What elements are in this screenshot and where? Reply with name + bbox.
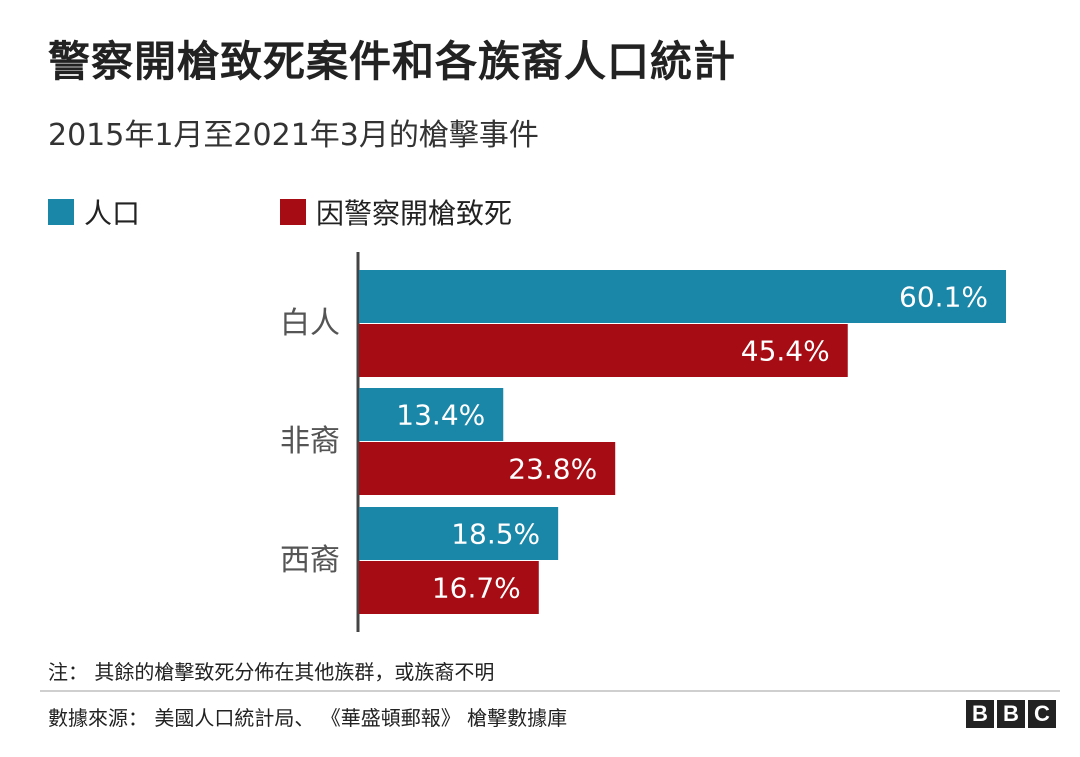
bar-population — [359, 270, 1006, 323]
footer-divider — [40, 690, 1060, 692]
source-text: 數據來源： 美國人口統計局、 《華盛頓郵報》 槍擊數據庫 — [48, 706, 568, 730]
bbc-logo-letter: B — [997, 700, 1025, 728]
data-label: 13.4% — [396, 399, 485, 432]
bar-police-deaths — [359, 324, 848, 377]
footnote: 注： 其餘的槍擊致死分佈在其他族群，或族裔不明 — [48, 660, 495, 684]
legend-swatch-population — [48, 199, 74, 225]
data-label: 23.8% — [508, 453, 597, 486]
bbc-logo-letter: C — [1028, 700, 1056, 728]
bar-population — [359, 388, 504, 441]
bar-population — [359, 507, 559, 560]
legend-item-population: 人口 — [48, 195, 141, 230]
bar-police-deaths — [359, 561, 539, 614]
data-label: 45.4% — [741, 335, 830, 368]
legend-item-police-deaths: 因警察開槍致死 — [280, 195, 513, 230]
bbc-logo: B B C — [966, 700, 1056, 728]
bar-chart: 白人 60.1% 45.4% 非裔 13.4% 23.8% 西裔 18.5% 16.7% — [280, 252, 1006, 632]
category-label: 白人 — [280, 306, 340, 341]
data-label: 16.7% — [432, 572, 521, 605]
legend-label-police-deaths: 因警察開槍致死 — [316, 197, 513, 230]
bbc-logo-letter: B — [966, 700, 994, 728]
legend-label-population: 人口 — [84, 197, 141, 230]
data-label: 60.1% — [899, 281, 988, 314]
bar-police-deaths — [359, 442, 616, 495]
category-label: 西裔 — [280, 543, 340, 578]
legend-swatch-police-deaths — [280, 199, 306, 225]
chart-subtitle: 2015年1月至2021年3月的槍擊事件 — [48, 118, 539, 153]
chart-title: 警察開槍致死案件和各族裔人口統計 — [48, 37, 737, 86]
category-label: 非裔 — [280, 424, 340, 459]
data-label: 18.5% — [451, 518, 540, 551]
